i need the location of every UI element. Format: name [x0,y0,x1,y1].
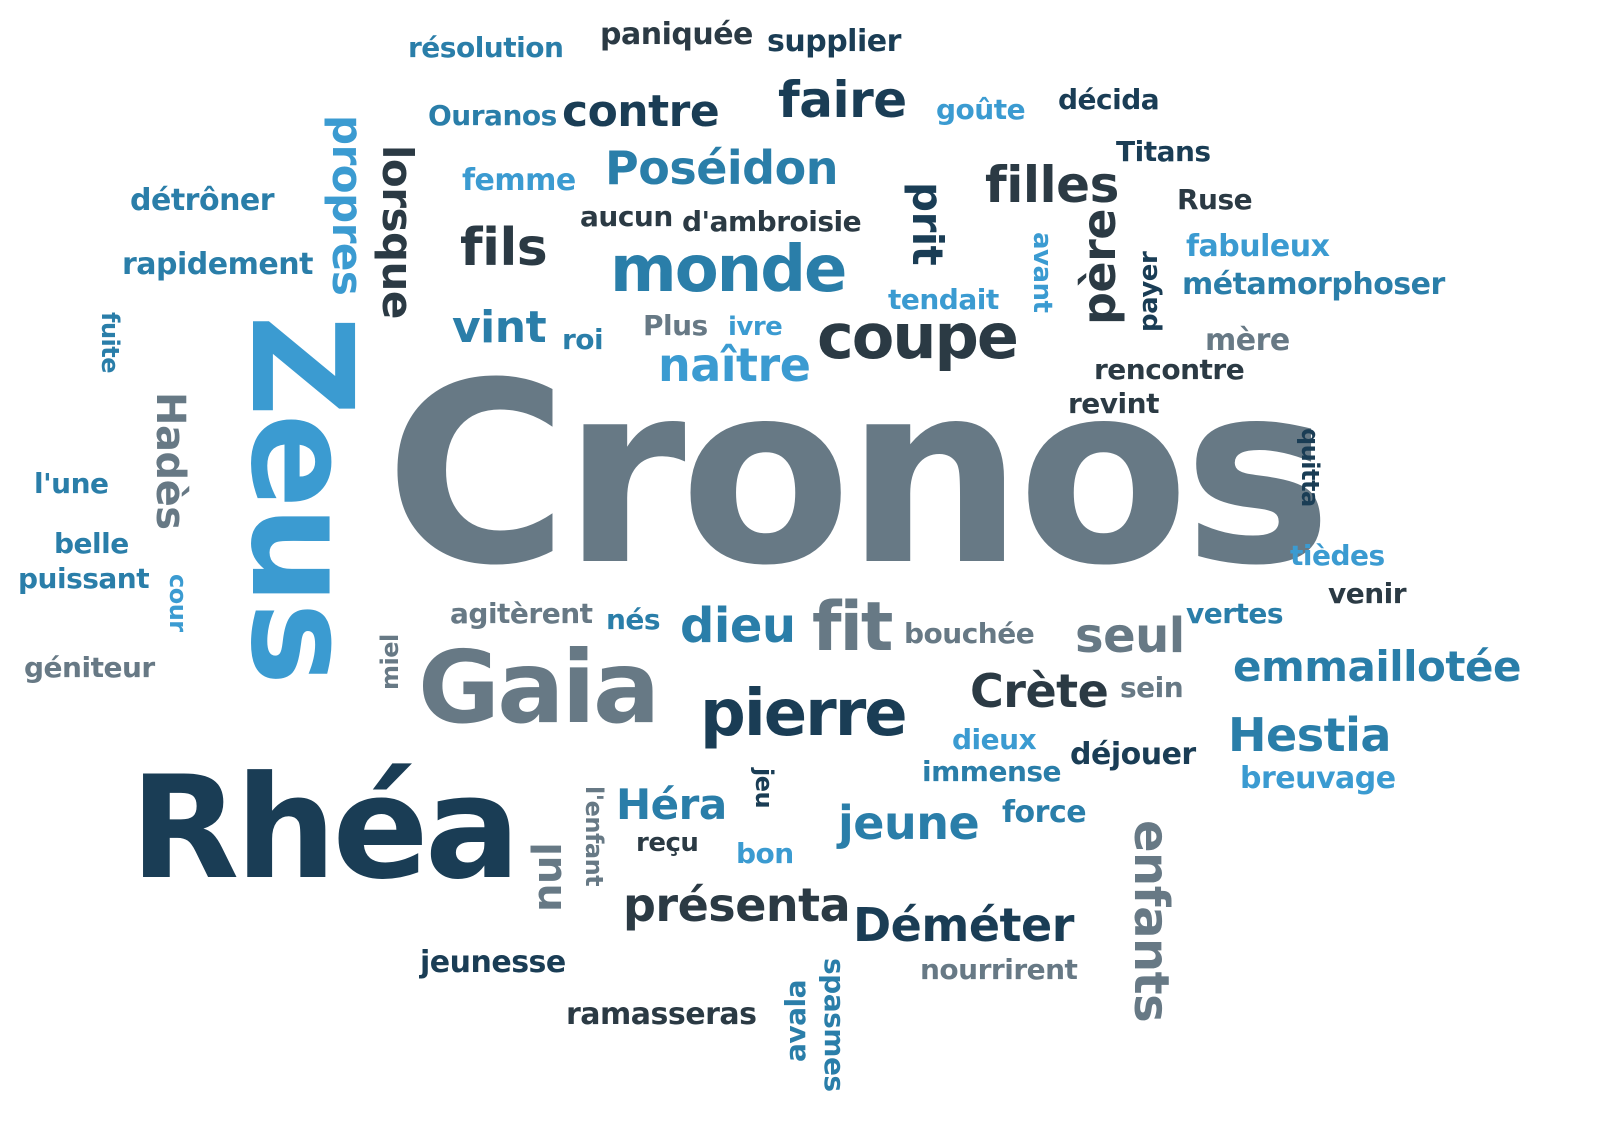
word-sein: sein [1120,671,1184,704]
word-metamorphoser: métamorphoser [1182,267,1445,302]
word-emmaillotee: emmaillotée [1233,642,1521,691]
word-fit: fit [812,588,893,667]
word-jeunesse: jeunesse [420,945,566,980]
word-vertes: vertes [1186,597,1284,630]
word-force: force [1002,795,1087,830]
word-vint: vint [452,302,547,353]
word-presenta: présenta [623,878,851,932]
word-rencontre: rencontre [1094,353,1245,386]
word-ivre: ivre [728,312,783,342]
word-prit: prit [903,182,952,266]
word-fuite: fuite [96,312,124,374]
word-naitre: naître [658,338,811,392]
word-seul: seul [1075,608,1185,664]
word-monde: monde [610,233,847,307]
word-enfants: enfants [1123,820,1179,1023]
word-femme: femme [462,163,576,198]
word-venir: venir [1328,577,1407,610]
word-agiterent: agitèrent [450,597,593,630]
word-dieux: dieux [952,723,1037,756]
word-poseidon: Poséidon [605,141,838,195]
word-hestia: Hestia [1228,708,1391,762]
word-jeu: jeu [750,768,778,809]
word-bon: bon [736,837,794,870]
word-crete: Crète [970,664,1109,718]
word-dejouer: déjouer [1070,737,1196,772]
word-hera: Héra [616,780,727,829]
word-mere: mère [1205,323,1290,358]
word-ruse: Ruse [1177,183,1253,216]
word-dieu: dieu [680,598,796,654]
word-pierre: pierre [700,677,908,751]
word-rapidement: rapidement [122,247,313,282]
word-jeune: jeune [838,796,980,850]
word-dambroisie: d'ambroisie [682,205,862,238]
word-resolution: résolution [408,31,564,64]
word-puissant: puissant [18,562,150,595]
word-contre: contre [562,86,720,137]
word-lorsque: lorsque [373,145,422,319]
word-lenfant: l'enfant [580,786,608,887]
word-miel: miel [376,634,404,690]
word-detroner: détrôner [130,183,275,218]
word-recu: reçu [636,828,699,858]
word-demeter: Déméter [853,898,1074,952]
word-avala: avala [779,979,812,1062]
word-immense: immense [922,755,1062,788]
word-fils: fils [460,218,548,278]
word-payer: payer [1134,251,1164,332]
word-ramasseras: ramasseras [566,997,757,1032]
word-nourrirent: nourrirent [920,953,1078,986]
word-coupe: coupe [817,300,1019,373]
word-aucun: aucun [580,200,673,233]
word-tiedes: tièdes [1290,539,1385,572]
word-pere: père [1072,208,1126,325]
word-zeus: Zeus [219,315,382,683]
word-gaia: Gaia [418,629,660,746]
word-plus: Plus [643,309,708,342]
word-propres: propres [323,115,372,296]
word-nul: nul [525,842,571,912]
word-cour: cour [164,574,192,632]
word-fabuleux: fabuleux [1186,229,1330,264]
word-quitta: quitta [1296,428,1324,507]
word-rhea: Rhéa [130,746,521,911]
word-supplier: supplier [767,24,901,59]
word-ouranos: Ouranos [428,99,557,132]
word-filles: filles [985,156,1119,214]
word-spasmes: spasmes [818,958,851,1092]
word-geniteur: géniteur [24,651,155,684]
word-paniquee: paniquée [600,17,753,52]
word-goute: goûte [936,93,1026,126]
word-decida: décida [1058,83,1160,116]
word-cronos: Cronos [385,329,1332,620]
word-tendait: tendait [888,283,999,316]
word-breuvage: breuvage [1240,761,1396,796]
word-lune: l'une [34,467,109,500]
word-nes: nés [606,603,661,636]
word-roi: roi [562,323,604,356]
word-belle: belle [54,527,129,560]
word-revint: revint [1068,387,1159,420]
word-hades: Hadès [147,392,193,530]
word-avant: avant [1027,232,1057,313]
word-faire: faire [778,71,907,129]
word-titans: Titans [1116,135,1211,168]
word-bouchee: bouchée [904,617,1035,650]
